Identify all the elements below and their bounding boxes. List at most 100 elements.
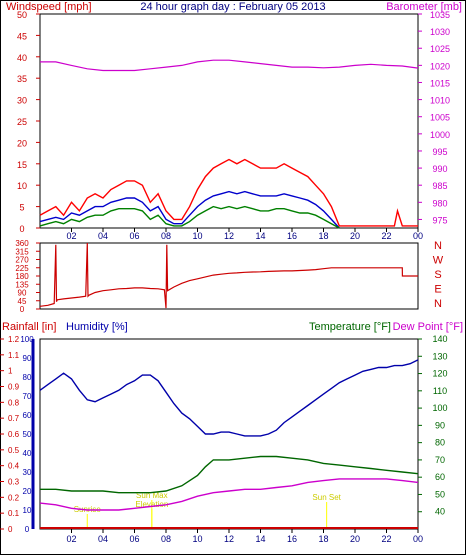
wind-tick-label: 45 — [17, 31, 27, 41]
direction-series — [39, 242, 418, 309]
baro-tick-label: 1010 — [430, 96, 450, 106]
wind-x-tick-label: 08 — [161, 231, 171, 241]
humidity-tick-label: 0 — [25, 525, 30, 534]
humidity-tick-label: 50 — [23, 430, 32, 439]
climate-x-tick-label: 10 — [192, 534, 202, 544]
humidity-left-ticks: 0 10 20 30 40 50 60 70 80 90 100 — [20, 335, 35, 534]
humidity-axis-label: Humidity [%] — [66, 321, 128, 333]
direction-tick-label: 360 — [15, 239, 29, 248]
baro-tick-label: 1015 — [430, 78, 450, 88]
wind-axis-label: Windspeed [mph] — [6, 1, 92, 13]
climate-x-tick-label: 20 — [350, 534, 360, 544]
compass-label: N — [434, 240, 442, 252]
baro-tick-label: 1030 — [430, 27, 450, 37]
humidity-tick-label: 90 — [23, 354, 32, 363]
wind-series — [39, 59, 419, 229]
wind-x-tick-label: 20 — [350, 231, 360, 241]
baro-tick-label: 995 — [432, 147, 447, 157]
rain-tick-label: 0.3 — [8, 478, 20, 487]
temperature-tick-label: 110 — [433, 386, 447, 396]
temperature-tick-label: 80 — [435, 438, 445, 448]
humidity-tick-label: 40 — [23, 449, 32, 458]
climate-x-tick-label: 16 — [287, 534, 297, 544]
baro-tick-label: 1035 — [430, 10, 450, 20]
direction-series-line — [39, 242, 418, 309]
rain-tick-label: 1.2 — [8, 335, 20, 344]
sun-annotation-label: Sun Set — [312, 493, 341, 502]
rain-tick-label: 0.2 — [8, 493, 20, 502]
climate-x-tick-label: 08 — [161, 534, 171, 544]
rain-tick-label: 0.7 — [8, 414, 20, 423]
climate-x-tick-label: 12 — [224, 534, 234, 544]
temperature-tick-label: 40 — [435, 507, 445, 517]
climate-x-tick-label: 06 — [129, 534, 139, 544]
temperature-tick-label: 70 — [435, 455, 445, 465]
direction-tick-label: 225 — [15, 264, 29, 273]
baro-tick-label: 975 — [432, 215, 447, 225]
temperature-right-ticks: 40 50 60 70 80 90 100 110 120 130 140 — [418, 334, 448, 517]
direction-tick-label: 270 — [15, 256, 29, 265]
rain-tick-label: 0.5 — [8, 446, 20, 455]
temperature-tick-label: 100 — [432, 403, 447, 413]
wind-left-ticks: 0 5 10 15 20 25 30 35 40 45 50 — [17, 10, 40, 234]
wind-tick-label: 20 — [17, 138, 27, 148]
compass-label: S — [434, 269, 441, 281]
wind-tick-label: 25 — [17, 117, 27, 127]
wind-tick-label: 0 — [19, 224, 24, 234]
wind-x-tick-label: 10 — [192, 231, 202, 241]
climate-x-tick-label: 00 — [413, 534, 423, 544]
direction-tick-label: 315 — [15, 247, 29, 256]
rain-left-ticks: 0 0.1 0.2 0.3 0.4 0.5 0.6 0.7 0.8 0.9 1 1.1 1.2 — [0, 335, 20, 534]
climate-x-tick-label: 18 — [318, 534, 328, 544]
direction-tick-label: 90 — [18, 289, 27, 298]
baro-tick-label: 1000 — [430, 130, 450, 140]
rain-tick-label: 0.9 — [8, 383, 20, 392]
speed-series-line — [39, 205, 340, 229]
wind-x-tick-label: 22 — [381, 231, 391, 241]
barometer-axis-label: Barometer [mb] — [386, 1, 462, 13]
direction-tick-label: 180 — [15, 272, 29, 281]
humidity-tick-label: 20 — [23, 487, 32, 496]
wind-x-tick-label: 00 — [413, 231, 423, 241]
dewpoint-axis-label: Dew Point [°F] — [393, 321, 463, 333]
wind-tick-label: 35 — [17, 74, 27, 84]
wind-x-tick-label: 16 — [287, 231, 297, 241]
baro-tick-label: 1025 — [430, 44, 450, 54]
wind-tick-label: 5 — [19, 203, 24, 213]
temperature-tick-label: 140 — [432, 334, 447, 344]
wind-x-tick-label: 14 — [255, 231, 265, 241]
temperature-tick-label: 60 — [435, 472, 445, 482]
humidity-tick-label: 30 — [23, 468, 32, 477]
temp-series-line — [40, 455, 419, 494]
temperature-tick-label: 130 — [432, 351, 447, 361]
compass-label: E — [434, 284, 441, 296]
temperature-tick-label: 90 — [435, 420, 445, 430]
wind-x-tick-label: 12 — [224, 231, 234, 241]
temperature-axis-label: Temperature [°F] — [309, 321, 391, 333]
rain-tick-label: 0.6 — [8, 430, 20, 439]
sun-annotation-label: Elevation — [135, 500, 168, 509]
rain-tick-label: 0.4 — [8, 462, 20, 471]
climate-x-tick-label: 02 — [66, 534, 76, 544]
baro-right-ticks: 975 980 985 990 995 1000 1005 1010 1015 1020 1025 1… — [418, 10, 450, 225]
compass-label: W — [433, 255, 444, 267]
climate-x-ticks: 02 04 06 08 10 12 14 16 18 20 22 00 — [66, 529, 423, 544]
compass-label: N — [434, 298, 442, 310]
wind-x-tick-label: 02 — [66, 231, 76, 241]
wind-tick-label: 10 — [17, 181, 27, 191]
wind-tick-label: 40 — [17, 53, 27, 63]
rain-tick-label: 0.8 — [8, 398, 20, 407]
avg-series-line — [39, 190, 340, 229]
wind-tick-label: 50 — [17, 10, 27, 20]
baro-tick-label: 990 — [432, 164, 447, 174]
rain-tick-label: 1 — [8, 367, 13, 376]
gust-series-line — [39, 158, 418, 227]
climate-x-tick-label: 14 — [255, 534, 265, 544]
hum-series-line — [39, 359, 419, 437]
humidity-tick-label: 60 — [23, 411, 32, 420]
baro-tick-label: 1020 — [430, 61, 450, 71]
sun-annotation-label: Sun Max — [136, 491, 168, 500]
